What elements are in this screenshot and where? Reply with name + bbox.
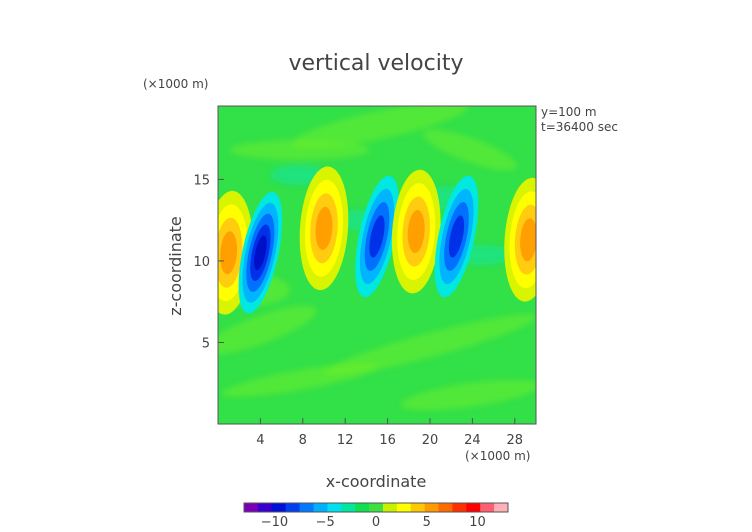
- colorbar-swatch: [369, 503, 384, 512]
- colorbar-swatch: [466, 503, 481, 512]
- updraft-cell: [504, 177, 536, 302]
- chart-title: vertical velocity: [288, 51, 463, 76]
- heatmap-field: [218, 106, 536, 411]
- contour-level: [407, 210, 425, 254]
- y-unit-label: (×1000 m): [143, 77, 208, 91]
- colorbar-tick-label: −10: [261, 515, 288, 530]
- x-tick-label: 28: [507, 433, 524, 448]
- colorbar-swatch: [396, 503, 412, 512]
- colorbar-swatch: [285, 503, 300, 512]
- contour-level: [254, 235, 267, 271]
- colorbar-tick-label: −5: [316, 515, 335, 530]
- contour-level: [220, 231, 238, 275]
- colorbar-swatch: [452, 503, 467, 512]
- field-patch: [422, 129, 518, 171]
- colorbar-swatch: [355, 503, 370, 512]
- contour-level: [448, 215, 465, 258]
- colorbar-swatch: [299, 503, 314, 512]
- colorbar-swatch: [327, 503, 342, 512]
- colorbar-frame: [243, 502, 509, 513]
- x-tick-label: 24: [464, 433, 481, 448]
- field-patch: [291, 106, 469, 149]
- colorbar-swatch: [257, 503, 273, 512]
- contour-level: [520, 218, 536, 262]
- field-patch: [323, 314, 536, 376]
- colorbar-tick-label: 5: [423, 515, 431, 530]
- x-tick-label: 16: [379, 433, 396, 448]
- colorbar-swatch: [313, 503, 328, 512]
- field-patch: [221, 362, 379, 398]
- x-tick-label: 8: [299, 433, 307, 448]
- updraft-cell: [299, 166, 349, 291]
- y-tick-label: 15: [193, 173, 210, 188]
- field-patch: [230, 140, 370, 160]
- annotation-t: t=36400 sec: [541, 120, 618, 134]
- x-tick-label: 12: [337, 433, 354, 448]
- updraft-cell: [391, 169, 441, 294]
- colorbar-tick-label: 0: [372, 515, 380, 530]
- x-unit-label: (×1000 m): [465, 449, 530, 463]
- annotation-y: y=100 m: [541, 105, 597, 119]
- y-tick-label: 10: [193, 255, 210, 270]
- field-patch: [400, 379, 536, 411]
- colorbar-swatch: [438, 503, 453, 512]
- field-patch: [218, 305, 317, 355]
- colorbar-swatch: [410, 503, 425, 512]
- x-tick-label: 4: [256, 433, 264, 448]
- y-axis-ticks: 5 10 15: [193, 173, 224, 351]
- downdraft-cell: [355, 175, 399, 298]
- colorbar-swatch: [480, 503, 495, 512]
- plot-area: [218, 106, 536, 424]
- plot-frame: [217, 105, 537, 425]
- colorbar-swatch: [244, 503, 259, 512]
- colorbar-swatch: [424, 503, 439, 512]
- downdraft-cell: [238, 192, 283, 314]
- contour-level: [369, 215, 385, 258]
- colorbar-swatch: [341, 503, 356, 512]
- downdraft-cell: [434, 175, 479, 298]
- colorbar-swatch: [494, 503, 509, 512]
- x-tick-label: 20: [422, 433, 439, 448]
- x-axis-label: x-coordinate: [326, 472, 427, 491]
- x-axis-ticks: 4 8 12 16 20 24 28: [256, 418, 523, 448]
- colorbar-tick-label: 10: [469, 515, 486, 530]
- contour-level: [315, 206, 333, 250]
- colorbar-swatch: [382, 503, 398, 512]
- colorbar-ticks: −10 −5 0 5 10: [261, 515, 486, 530]
- y-axis-label: z-coordinate: [166, 216, 185, 316]
- y-tick-label: 5: [202, 336, 210, 351]
- colorbar: [243, 502, 509, 513]
- colorbar-swatch: [271, 503, 286, 512]
